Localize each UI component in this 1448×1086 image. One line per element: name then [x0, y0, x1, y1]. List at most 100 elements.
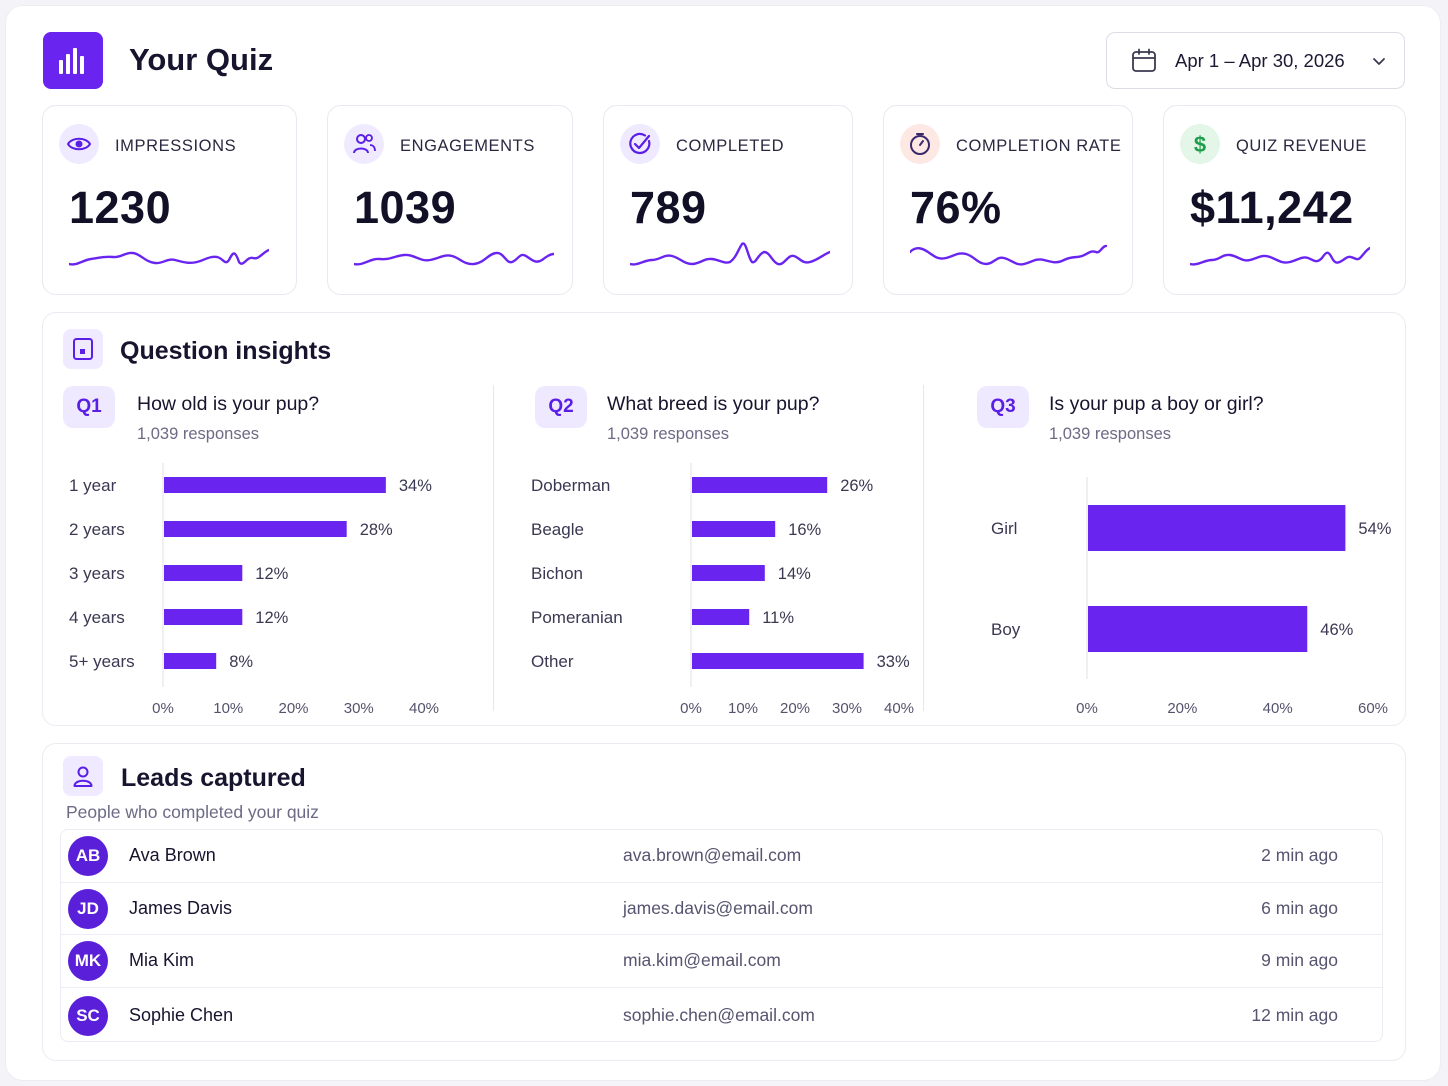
bar [164, 477, 386, 493]
data-label: 46% [1320, 621, 1353, 639]
data-label: 16% [788, 521, 821, 539]
page-title: Your Quiz [129, 42, 274, 77]
eye-icon [66, 137, 92, 151]
q2-responses: 1,039 responses [607, 425, 730, 443]
bar [692, 521, 776, 537]
stat-card-completed: COMPLETED 789 [603, 105, 853, 295]
data-label: 12% [255, 565, 288, 583]
x-tick-label: 30% [344, 700, 374, 717]
x-tick-label: 60% [1358, 700, 1388, 717]
engagements-sparkline [354, 251, 554, 266]
category-label: Girl [991, 519, 1017, 538]
x-tick-label: 40% [409, 700, 439, 717]
lead-name: Ava Brown [129, 845, 216, 865]
data-label: 28% [360, 521, 393, 539]
data-label: 14% [778, 565, 811, 583]
lead-row[interactable]: MK Mia Kim mia.kim@email.com 9 min ago [61, 934, 1382, 986]
stat-card-impressions: IMPRESSIONS 1230 [42, 105, 297, 295]
date-range-picker[interactable]: Apr 1 – Apr 30, 2026 [1106, 32, 1405, 89]
leads-title: Leads captured [121, 764, 306, 792]
q2-badge: Q2 [535, 386, 587, 428]
lead-email: ava.brown@email.com [623, 845, 802, 865]
q2-bar-chart: Doberman 26% Beagle 16% Bichon 14% Pomeranian 1… [531, 463, 914, 717]
check-circle-icon [629, 132, 651, 155]
lead-email: mia.kim@email.com [623, 950, 781, 970]
q3-title: Is your pup a boy or girl? [1049, 393, 1264, 415]
category-label: Other [531, 652, 574, 671]
stat-icon-wrap [344, 124, 384, 164]
bar [164, 565, 243, 581]
dollar-icon: $ [1194, 132, 1206, 157]
q2-title: What breed is your pup? [607, 393, 820, 415]
stat-icon-wrap [59, 124, 99, 164]
avatar: SC [68, 996, 108, 1036]
bar [692, 609, 750, 625]
data-label: 34% [399, 477, 432, 495]
category-label: 4 years [69, 608, 125, 627]
data-label: 8% [229, 653, 253, 671]
q1-bar-chart: 1 year 34% 2 years 28% 3 years 12% 4 years 12% 5… [69, 463, 439, 717]
x-tick-label: 10% [213, 700, 243, 717]
lead-row[interactable]: AB Ava Brown ava.brown@email.com 2 min a… [61, 830, 1382, 882]
stat-value: 789 [630, 182, 707, 233]
date-range-label: Apr 1 – Apr 30, 2026 [1175, 49, 1345, 71]
x-tick-label: 0% [1076, 700, 1098, 717]
category-label: Pomeranian [531, 608, 623, 627]
completed-sparkline [630, 242, 830, 266]
stat-icon-wrap [620, 124, 660, 164]
lead-row[interactable]: JD James Davis james.davis@email.com 6 m… [61, 882, 1382, 934]
bar-chart-icon [59, 47, 84, 74]
calendar-icon [1132, 48, 1156, 72]
lead-time: 6 min ago [1261, 898, 1338, 918]
stat-label: IMPRESSIONS [115, 137, 237, 155]
x-tick-label: 20% [278, 700, 308, 717]
bar [692, 653, 864, 669]
stat-card-completion-rate: COMPLETION RATE 76% [883, 105, 1133, 295]
data-label: 26% [840, 477, 873, 495]
lead-time: 12 min ago [1251, 1005, 1338, 1025]
stat-label: ENGAGEMENTS [400, 137, 535, 155]
x-tick-label: 0% [680, 700, 702, 717]
stat-icon-wrap: $ [1180, 124, 1220, 164]
leads-panel: Leads captured People who completed your… [42, 743, 1406, 1061]
leads-list: AB Ava Brown ava.brown@email.com 2 min a… [60, 829, 1383, 1042]
lead-time: 2 min ago [1261, 845, 1338, 865]
question-insights-panel: Question insights Q1 How old is your pup… [42, 312, 1406, 726]
tablet-icon [73, 338, 93, 360]
insights-icon-wrap [63, 329, 103, 369]
data-label: 54% [1358, 520, 1391, 538]
category-label: 1 year [69, 476, 117, 495]
data-label: 11% [762, 609, 794, 627]
stat-value: 1039 [354, 182, 457, 233]
lead-email: sophie.chen@email.com [623, 1005, 815, 1025]
q1-responses: 1,039 responses [137, 425, 260, 443]
x-tick-label: 20% [1167, 700, 1197, 717]
data-label: 12% [255, 609, 288, 627]
svg-text:$: $ [1194, 132, 1206, 157]
lead-name: Mia Kim [129, 950, 195, 970]
leads-subtitle: People who completed your quiz [66, 802, 319, 822]
lead-row[interactable]: SC Sophie Chen sophie.chen@email.com 12 … [61, 987, 1382, 1041]
x-tick-label: 30% [832, 700, 862, 717]
q3-responses: 1,039 responses [1049, 425, 1172, 443]
category-label: 5+ years [69, 652, 135, 671]
x-tick-label: 40% [884, 700, 914, 717]
x-tick-label: 10% [728, 700, 758, 717]
completion-rate-sparkline [910, 244, 1108, 266]
avatar: JD [68, 889, 108, 929]
stat-card-quiz-revenue: $ QUIZ REVENUE $11,242 [1163, 105, 1406, 295]
stat-label: COMPLETION RATE [956, 137, 1122, 155]
impressions-sparkline [69, 248, 269, 266]
avatar: MK [68, 941, 108, 981]
bar [692, 565, 765, 581]
bar [692, 477, 828, 493]
lead-name: Sophie Chen [129, 1005, 234, 1025]
stat-icon-wrap [900, 124, 940, 164]
q1-badge: Q1 [63, 386, 115, 428]
stat-label: COMPLETED [676, 137, 785, 155]
bar [164, 521, 347, 537]
lead-time: 9 min ago [1261, 950, 1338, 970]
category-label: Boy [991, 620, 1021, 639]
stat-label: QUIZ REVENUE [1236, 137, 1367, 155]
data-label: 33% [877, 653, 910, 671]
